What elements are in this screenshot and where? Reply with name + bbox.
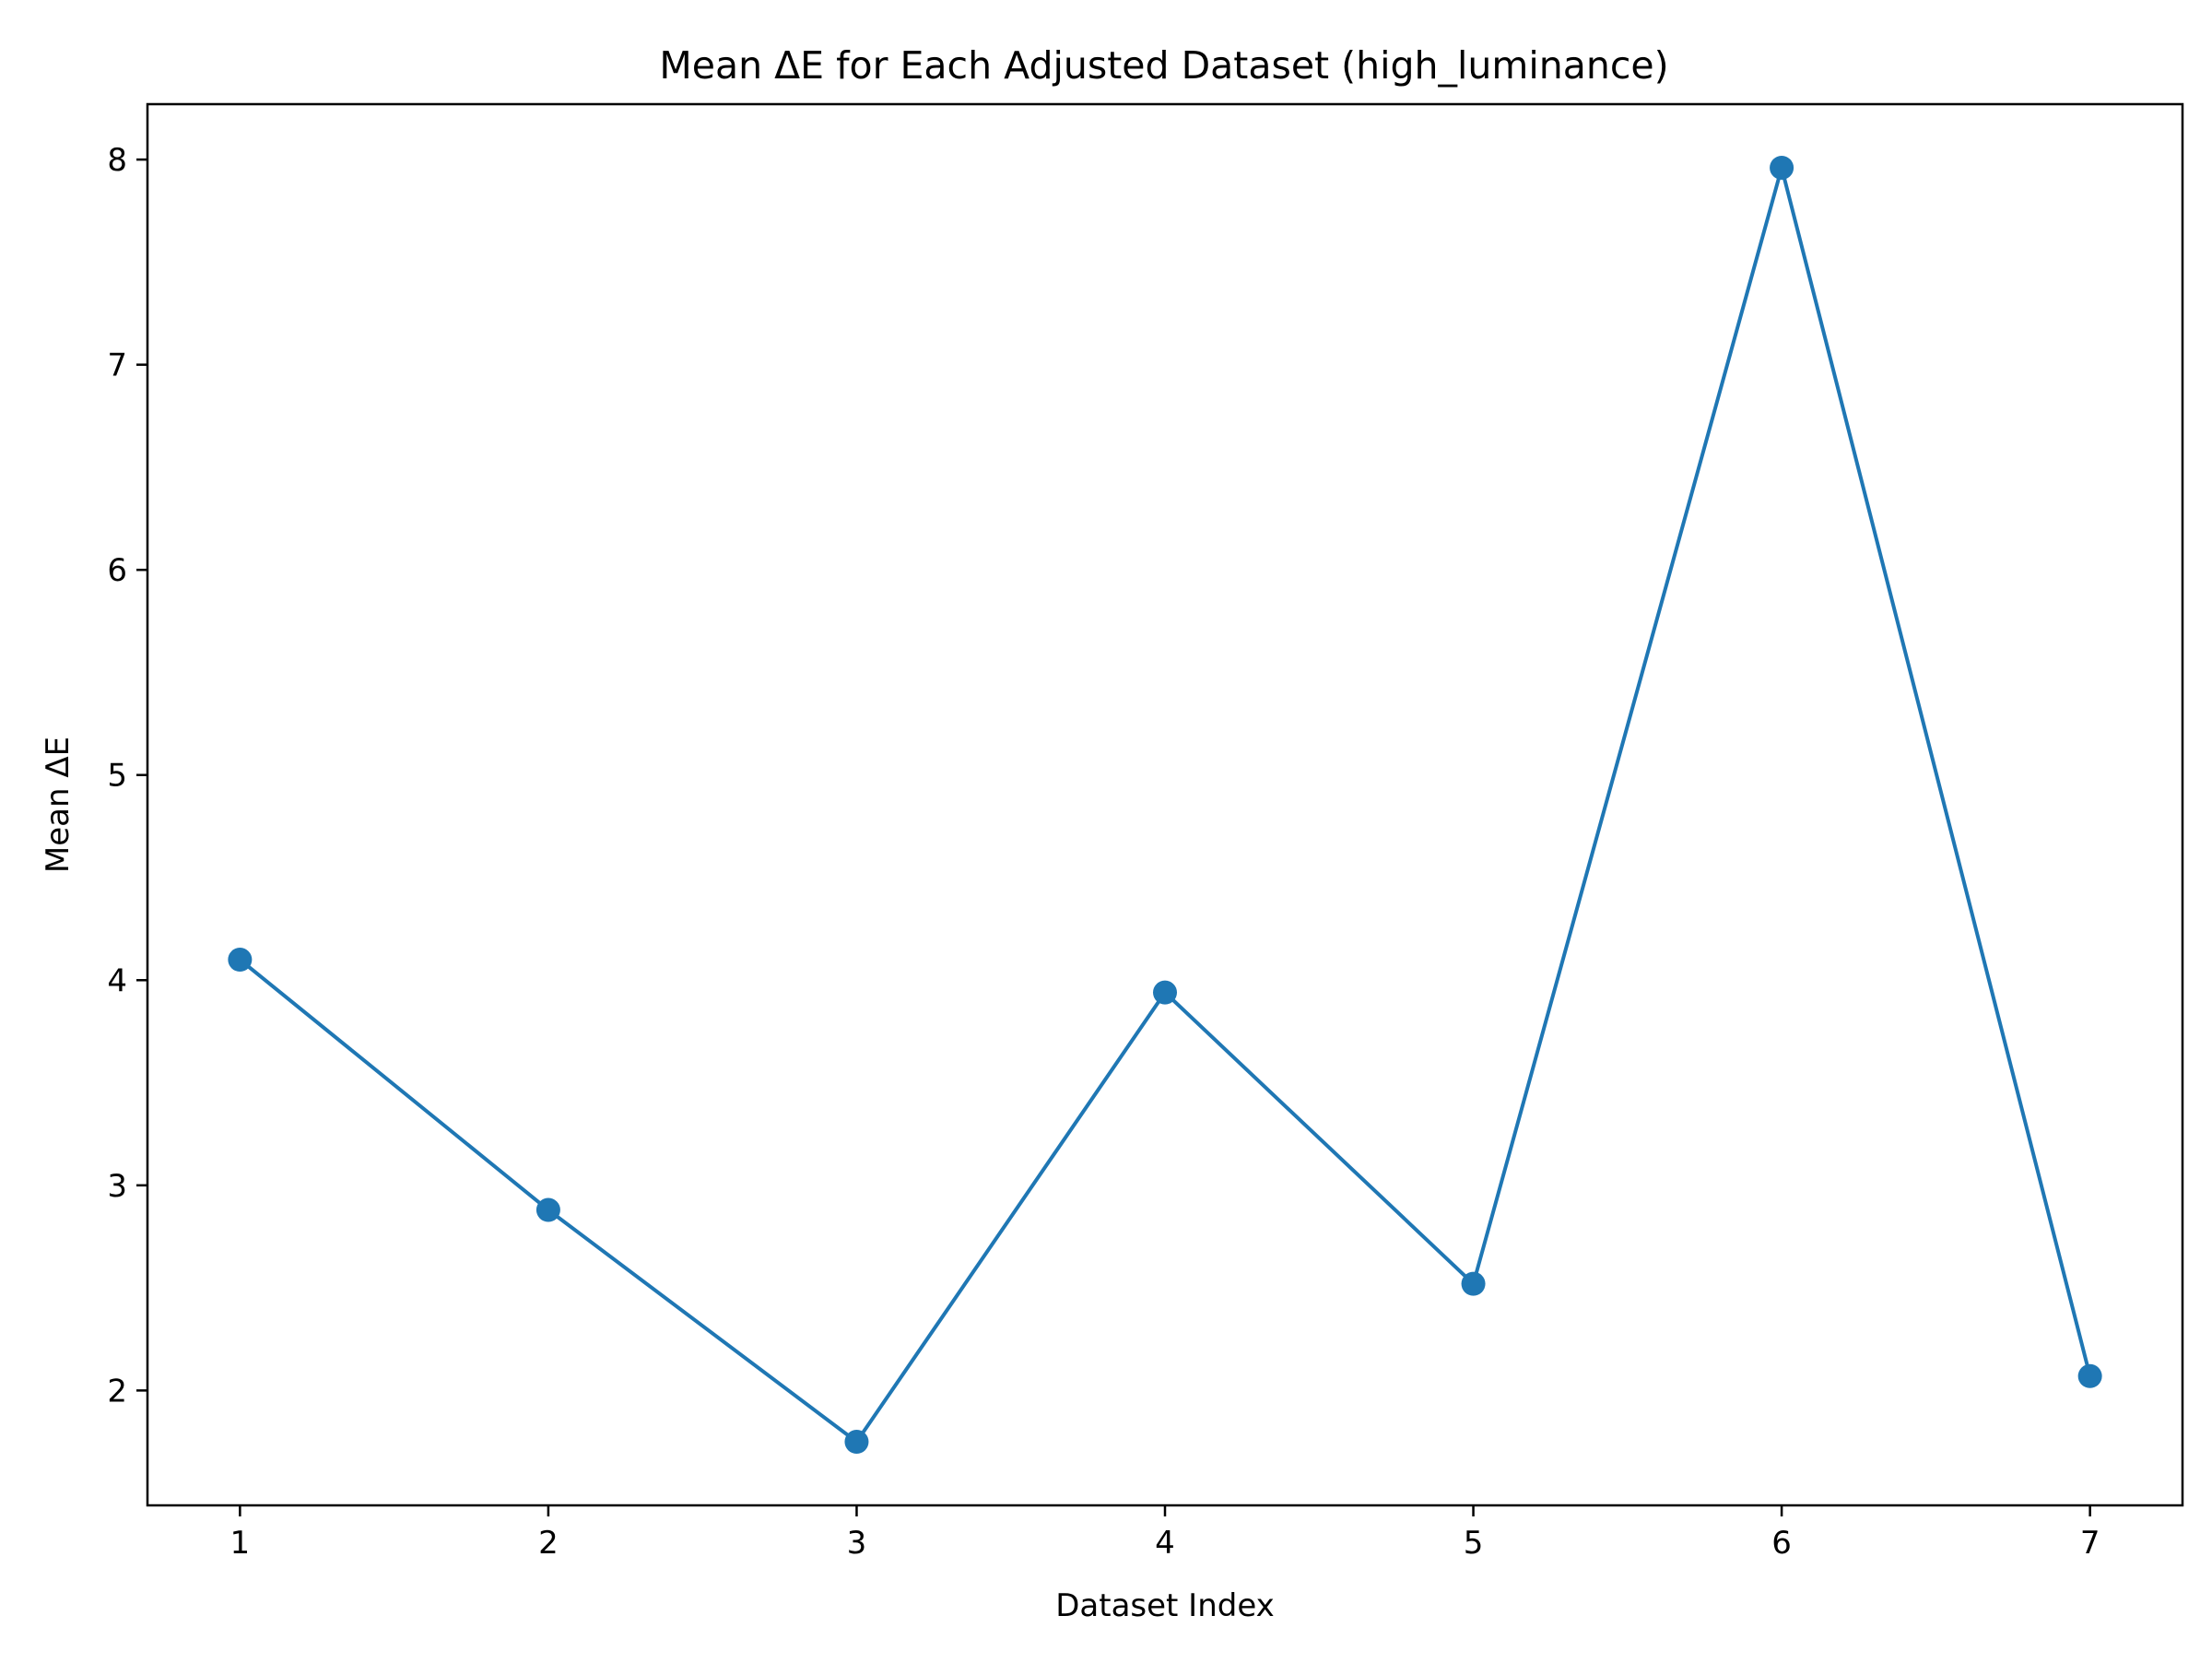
y-tick-label: 7 [107,348,127,384]
series-layer [228,155,2102,1455]
series-line [237,165,2093,1445]
y-axis-label: Mean ΔE [40,737,76,873]
data-point-4 [1153,980,1177,1005]
data-point-6 [1770,155,1794,180]
data-point-7 [2077,1363,2102,1388]
y-axis-ticks: 2 3 4 5 6 7 8 [107,142,147,1409]
x-tick-label: 6 [1771,1525,1792,1562]
y-tick-label: 3 [107,1168,127,1205]
x-tick-label: 3 [847,1525,867,1562]
x-axis-label: Dataset Index [1055,1587,1275,1624]
x-tick-label: 7 [2080,1525,2100,1562]
y-tick-label: 6 [107,552,127,589]
x-tick-label: 5 [1464,1525,1484,1562]
y-tick-label: 4 [107,962,127,999]
y-tick-label: 2 [107,1373,127,1409]
x-axis-ticks: 1 2 3 4 5 6 7 [230,1505,2100,1562]
y-tick-label: 5 [107,758,127,795]
data-point-1 [228,948,253,973]
x-tick-label: 2 [538,1525,559,1562]
plot-area-frame [146,102,2184,1507]
data-point-2 [535,1197,560,1222]
data-point-5 [1461,1271,1486,1296]
y-tick-label: 8 [107,142,127,179]
x-tick-label: 1 [230,1525,251,1562]
data-point-3 [844,1430,869,1455]
x-tick-label: 4 [1155,1525,1175,1562]
chart-title: Mean ΔE for Each Adjusted Dataset (high_… [659,43,1668,88]
